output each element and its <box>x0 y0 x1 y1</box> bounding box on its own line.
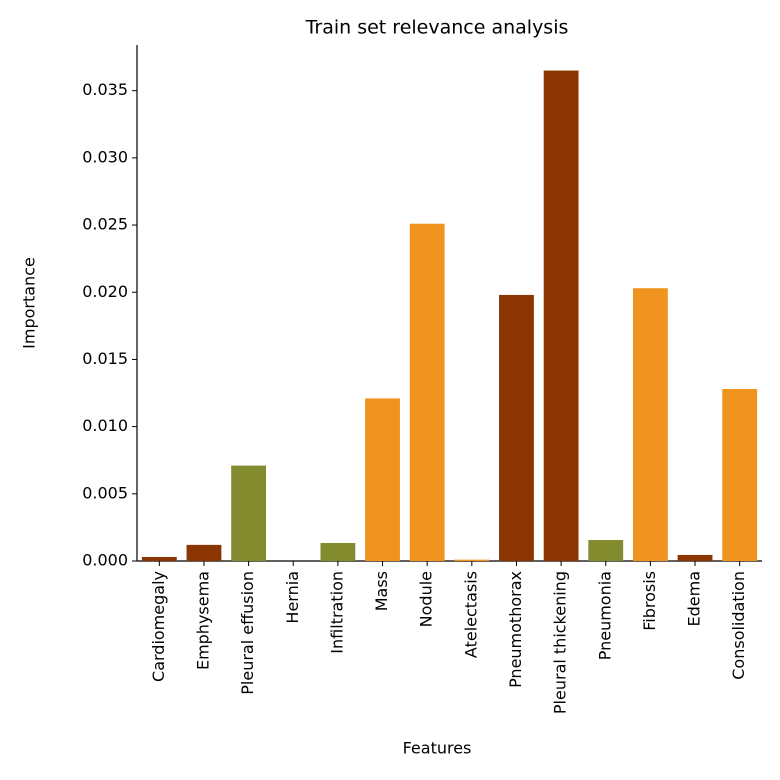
bar <box>632 288 668 561</box>
x-tick-label: Emphysema <box>193 571 212 670</box>
bar <box>320 542 356 561</box>
y-tick-label: 0.035 <box>82 80 128 99</box>
bar <box>677 554 713 561</box>
y-tick-label: 0.010 <box>82 416 128 435</box>
bar <box>543 70 579 561</box>
x-tick-label: Pneumonia <box>595 571 614 660</box>
y-tick-label: 0.030 <box>82 147 128 166</box>
bar <box>499 294 534 561</box>
y-tick-label: 0.000 <box>82 551 128 570</box>
x-tick-label: Edema <box>685 571 704 627</box>
x-tick-label: Pleural effusion <box>238 571 257 695</box>
bar <box>365 398 400 561</box>
bar <box>588 540 624 561</box>
y-tick-label: 0.015 <box>82 349 128 368</box>
x-tick-label: Pleural thickening <box>551 571 570 714</box>
x-tick-label: Fibrosis <box>640 571 659 631</box>
bar <box>141 556 177 561</box>
x-tick-label: Consolidation <box>729 571 748 680</box>
bar <box>231 465 267 561</box>
chart-title: Train set relevance analysis <box>305 17 569 39</box>
bar <box>186 544 222 561</box>
bar <box>722 389 758 561</box>
y-tick-label: 0.020 <box>82 282 128 301</box>
bar <box>454 559 490 561</box>
x-tick-label: Cardiomegaly <box>149 571 168 682</box>
bar <box>409 223 445 561</box>
x-tick-label: Infiltration <box>327 571 346 654</box>
y-axis-title: Importance <box>20 257 39 349</box>
y-tick-label: 0.005 <box>82 483 128 502</box>
x-tick-label: Pneumothorax <box>506 571 525 688</box>
x-tick-label: Hernia <box>283 571 302 624</box>
x-axis-title: Features <box>403 739 472 758</box>
x-tick-label: Mass <box>372 571 391 611</box>
y-tick-label: 0.025 <box>82 215 128 234</box>
x-tick-label: Nodule <box>417 571 436 627</box>
x-tick-label: Atelectasis <box>461 571 480 658</box>
